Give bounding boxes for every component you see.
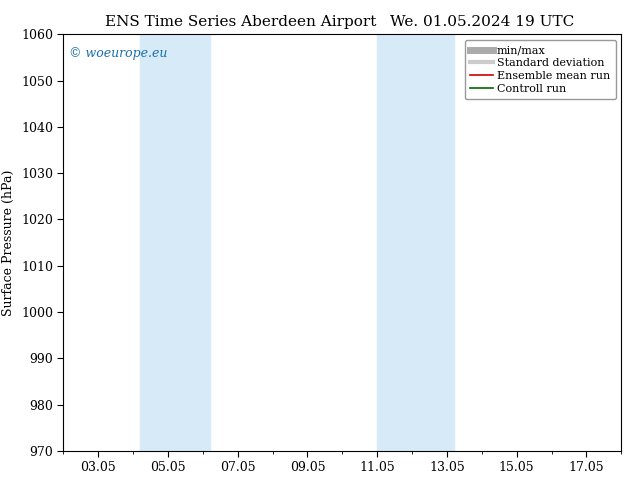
Bar (140, 34, 210, 451)
Y-axis label: Surface Pressure (hPa): Surface Pressure (hPa) (3, 170, 15, 316)
Text: ENS Time Series Aberdeen Airport: ENS Time Series Aberdeen Airport (105, 15, 377, 29)
Legend: min/max, Standard deviation, Ensemble mean run, Controll run: min/max, Standard deviation, Ensemble me… (465, 40, 616, 99)
Text: © woeurope.eu: © woeurope.eu (69, 47, 167, 60)
Text: We. 01.05.2024 19 UTC: We. 01.05.2024 19 UTC (390, 15, 574, 29)
Bar (377, 34, 454, 451)
